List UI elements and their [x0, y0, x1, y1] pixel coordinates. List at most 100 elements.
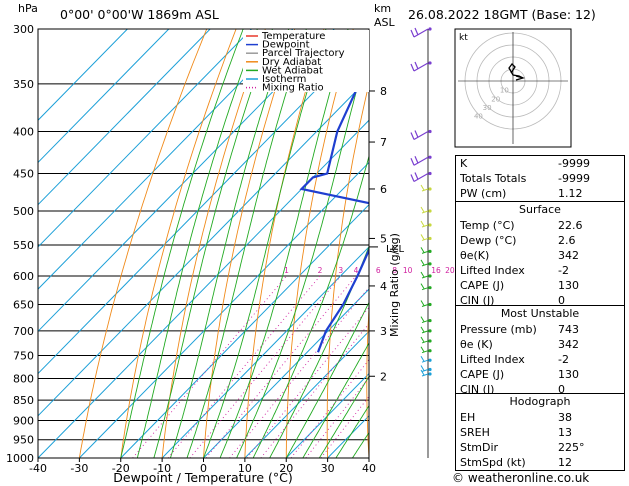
- index-value: -9999: [558, 172, 590, 186]
- hodograph-row: StmDir 225°: [456, 440, 624, 455]
- isotherm: [244, 330, 369, 458]
- x-tick-label: -30: [70, 462, 88, 475]
- km-tick-label: 4: [380, 280, 387, 293]
- wind-barb: [420, 234, 429, 241]
- mixing-ratio-label: 10: [403, 266, 413, 275]
- most-unstable-label: Pressure (mb): [460, 322, 537, 336]
- most-unstable-value: -2: [558, 352, 569, 366]
- isotherm: [38, 29, 211, 206]
- mixing-ratio-line: [167, 275, 321, 458]
- hodograph-label: SREH: [460, 425, 490, 439]
- index-label: Totals Totals: [460, 172, 527, 186]
- dry-adiabat: [326, 81, 369, 458]
- most-unstable-label: θe (K): [460, 337, 493, 351]
- dewpoint-line: [299, 35, 369, 353]
- index-row: Totals Totals -9999: [456, 171, 624, 186]
- wind-barb-dot: [428, 372, 432, 376]
- wind-barb: [410, 61, 429, 72]
- x-tick-label: 0: [200, 462, 207, 475]
- hodograph-unit-label: kt: [459, 33, 468, 43]
- dry-adiabat: [120, 29, 237, 458]
- isotherm: [203, 288, 369, 458]
- surface-label: CAPE (J): [460, 279, 505, 293]
- dry-adiabat: [366, 301, 369, 458]
- wet-adiabat: [302, 342, 369, 458]
- wind-barb-dot: [428, 129, 432, 134]
- copyright: © weatheronline.co.uk: [452, 471, 589, 485]
- hodograph-value: 13: [558, 425, 572, 439]
- x-axis-title: Dewpoint / Temperature (°C): [113, 470, 292, 485]
- x-tick-label: 40: [362, 462, 376, 475]
- isotherm: [161, 246, 369, 458]
- wet-adiabat: [169, 29, 290, 458]
- wind-barb: [420, 346, 429, 354]
- isotherm: [38, 29, 170, 164]
- dry-adiabat: [244, 29, 325, 458]
- surface-value: -2: [558, 264, 569, 278]
- pressure-tick-label: 600: [13, 270, 34, 283]
- surface-value: 130: [558, 279, 579, 293]
- wet-adiabat: [120, 29, 244, 458]
- isotherm: [38, 29, 252, 248]
- isotherm: [79, 161, 369, 458]
- isotherm: [38, 119, 369, 458]
- location-title: 0°00' 0°00'W 1869m ASL: [60, 7, 219, 22]
- mixing-ratio-label: 3: [338, 266, 343, 275]
- legend-label: Parcel Trajectory: [262, 48, 345, 59]
- wind-barb-dot: [428, 329, 432, 333]
- wind-barb: [410, 156, 429, 166]
- index-label: K: [460, 157, 468, 170]
- wet-adiabat: [335, 404, 369, 458]
- hodograph-ring-label: 30: [483, 104, 492, 112]
- wind-barb: [410, 27, 429, 38]
- storm-motion-arrow: [515, 75, 526, 81]
- lcl-label: LCL: [386, 244, 405, 255]
- hodograph-title: Hodograph: [509, 395, 571, 408]
- isotherm: [285, 372, 369, 458]
- wind-barb-dot: [428, 171, 432, 176]
- wind-barb: [420, 271, 429, 279]
- wet-adiabat: [136, 29, 258, 458]
- wind-barb: [410, 130, 429, 141]
- most-unstable-title: Most Unstable: [500, 307, 580, 320]
- mixing-ratio-line: [132, 275, 287, 458]
- pressure-tick-label: 800: [13, 372, 34, 385]
- surface-row: Lifted Index -2: [456, 263, 624, 278]
- surface-title: Surface: [519, 203, 561, 216]
- pressure-tick-label: 900: [13, 414, 34, 427]
- most-unstable-row: Lifted Index -2: [456, 352, 624, 367]
- wind-barb: [410, 172, 429, 182]
- wet-adiabat: [219, 29, 349, 458]
- most-unstable-row: CAPE (J) 130: [456, 367, 624, 382]
- pressure-tick-label: 700: [13, 325, 34, 338]
- legend-box: [243, 30, 369, 92]
- pressure-tick-label: 300: [13, 23, 34, 36]
- hodograph-value: 38: [558, 410, 572, 424]
- x-tick-label: -10: [153, 462, 171, 475]
- wind-barb-dot: [428, 223, 432, 227]
- km-tick-label: 6: [380, 183, 387, 196]
- index-label: PW (cm): [460, 187, 507, 201]
- hodograph-label: StmDir: [460, 440, 499, 454]
- wet-adiabat: [318, 375, 369, 458]
- legend-label: Isotherm: [262, 74, 306, 85]
- km-label: km: [374, 2, 391, 15]
- wet-adiabat: [203, 29, 327, 458]
- hodograph-row: SREH 13: [456, 425, 624, 440]
- surface-panel: Surface Temp (°C) 22.6 Dewp (°C) 2.6 θe(K) 34…: [455, 201, 625, 310]
- wind-barb-dot: [428, 187, 432, 191]
- most-unstable-value: 0: [558, 383, 565, 397]
- hodograph-ring-label: 40: [474, 113, 483, 121]
- most-unstable-panel: Most Unstable Pressure (mb) 743 θe (K) 342 L…: [455, 305, 625, 399]
- wind-barb-dot: [428, 349, 432, 353]
- mixing-ratio-line: [189, 275, 342, 458]
- pressure-tick-label: 350: [13, 78, 34, 91]
- mixing-ratio-label: 20: [445, 266, 455, 275]
- km-tick-label: 3: [380, 325, 387, 338]
- surface-value: 342: [558, 248, 579, 262]
- surface-value: 2.6: [558, 233, 576, 247]
- index-value: 1.12: [558, 187, 583, 201]
- surface-label: Dewp (°C): [460, 233, 517, 247]
- km-tick-label: 7: [380, 136, 387, 149]
- wind-barb: [420, 220, 429, 228]
